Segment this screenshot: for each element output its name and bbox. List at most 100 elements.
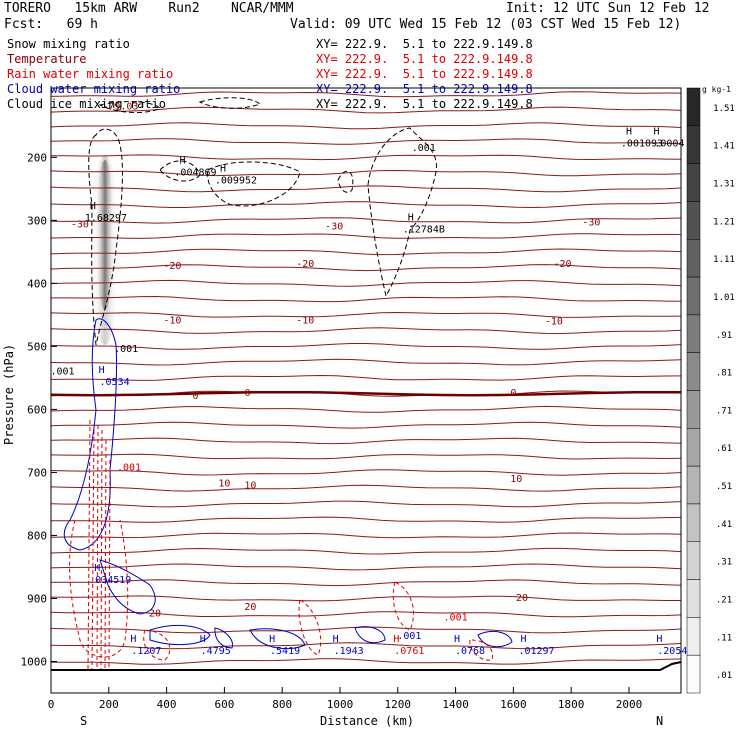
isotherm-line [51, 248, 681, 256]
colorbar-tick-label: .61 [716, 444, 732, 454]
max-value-label: .0768 [455, 646, 485, 657]
isotherm-line [51, 358, 681, 366]
x-tick-label: 400 [157, 698, 177, 711]
legend-xy-cloud-ice: XY= 222.9. 5.1 to 222.9.149.8 [316, 97, 533, 111]
colorbar-swatch [686, 579, 701, 618]
x-tick-label: 600 [214, 698, 234, 711]
isotherm-label: 20 [149, 608, 161, 619]
colorbar-swatch [686, 352, 701, 391]
colorbar-tick-label: 1.41 [713, 142, 735, 152]
colorbar-swatch [686, 654, 701, 694]
cloud-water-contour-low-2 [214, 627, 234, 649]
cloud-water-contour-low-3 [249, 628, 306, 650]
isotherm-label: -20 [296, 259, 314, 270]
isotherm-label: 20 [244, 602, 256, 613]
max-value-label: .0004 [654, 139, 684, 150]
isotherm-line [51, 138, 681, 145]
plot-frame [50, 87, 682, 694]
rain-contour-shaft-4 [100, 429, 103, 671]
cloud-water-contour-column [63, 318, 118, 551]
max-value-label: .4795 [201, 646, 231, 657]
cloud-water-contour-low-5 [477, 631, 513, 648]
colorbar-swatch [686, 541, 701, 580]
colorbar-swatch [686, 503, 701, 542]
isotherm-label: 10 [510, 474, 522, 485]
max-marker: H [220, 163, 226, 174]
isotherm-label: -30 [71, 219, 89, 230]
legend-xy-snow: XY= 222.9. 5.1 to 222.9.149.8 [316, 37, 533, 51]
isotherm-line [51, 484, 681, 492]
rain-contour-outer [69, 519, 129, 658]
x-axis: 0 200 400 600 800 1000 1200 1400 1600 1800 2000 [48, 687, 642, 711]
ice-contour-anvil-mid [206, 161, 301, 207]
temperature-isotherms: -79.03 -30 -30 -30 -20 -20 -20 -10 -10 -10 0 0 0 10 10… [51, 91, 681, 665]
isotherm-label: 0 [510, 388, 516, 399]
rain-contour-shaft-5 [104, 439, 107, 671]
legend-label-cloud-ice: Cloud ice mixing ratio [7, 97, 166, 111]
isotherm-label: -10 [163, 315, 181, 326]
rain-contour-low-4 [469, 639, 494, 661]
isotherm-label: 0 [192, 391, 198, 402]
legend-label-temperature: Temperature [7, 52, 87, 66]
x-tick-label: 1000 [327, 698, 354, 711]
isotherm-line [51, 642, 681, 650]
colorbar-swatch [686, 465, 701, 505]
colorbar-tick-label: .41 [716, 520, 732, 530]
isotherm-line [51, 611, 681, 618]
max-value-label: .01297 [518, 646, 554, 657]
max-value-label: .034519 [89, 575, 131, 586]
y-tick-label: 400 [27, 277, 47, 290]
max-value-label: .004869 [174, 168, 216, 179]
isotherm-zero-line [51, 390, 681, 397]
y-tick-label: 500 [27, 340, 47, 353]
max-value-label: .1943 [334, 646, 364, 657]
isotherm-line [51, 264, 681, 272]
colorbar-tick-label: .81 [716, 369, 732, 379]
colorbar-swatch [686, 314, 701, 353]
isotherm-line [51, 233, 681, 239]
isotherm-line [51, 658, 681, 665]
colorbar-tick-label: .01 [716, 671, 732, 681]
max-marker: H [269, 634, 275, 645]
max-value-label: .009952 [215, 175, 257, 186]
snow-halo [91, 155, 119, 345]
y-tick-label: 700 [27, 466, 47, 479]
rain-contour-shaft-2 [91, 429, 95, 671]
legend-label-snow: Snow mixing ratio [7, 37, 130, 51]
header-valid: Valid: 09 UTC Wed 15 Feb 12 (03 CST Wed … [290, 17, 682, 32]
colorbar-swatch [686, 617, 701, 656]
x-end-label-right: N [656, 714, 663, 728]
x-tick-label: 1400 [442, 698, 469, 711]
max-value-label: .5419 [270, 646, 300, 657]
cloud-water-contour-base [99, 559, 156, 615]
contour-label: .001 [444, 613, 468, 624]
colorbar-tick-label: .91 [716, 331, 732, 341]
isotherm-line [51, 374, 681, 381]
rain-contour-shaft-3 [96, 424, 99, 671]
isotherm-line [51, 516, 681, 523]
isotherm-line [51, 311, 681, 318]
x-tick-label: 1800 [558, 698, 585, 711]
x-tick-label: 1600 [500, 698, 527, 711]
snow-shading [91, 155, 119, 345]
colorbar-swatch [686, 428, 701, 467]
legend-label-rain: Rain water mixing ratio [7, 67, 174, 81]
max-marker: H [653, 127, 659, 138]
colorbar-swatch [686, 239, 701, 278]
y-axis: 200 300 400 500 600 700 800 900 1000 [21, 151, 57, 668]
isotherm-line [51, 279, 681, 287]
colorbar-tick-label: 1.21 [713, 217, 735, 227]
y-tick-label: 800 [27, 529, 47, 542]
colorbar-swatch [686, 125, 701, 164]
isotherm-line [51, 327, 681, 335]
max-marker: H [454, 634, 460, 645]
y-axis-title: Pressure (hPa) [2, 344, 16, 445]
isotherm-line [51, 437, 681, 445]
isotherm-line [51, 453, 681, 460]
legend-label-cloud-water: Cloud water mixing ratio [7, 82, 181, 96]
ice-contours [88, 97, 437, 346]
colorbar-tick-label: 1.31 [713, 180, 735, 190]
colorbar-swatch [686, 163, 701, 202]
header-init: Init: 12 UTC Sun 12 Feb 12 [506, 1, 710, 16]
